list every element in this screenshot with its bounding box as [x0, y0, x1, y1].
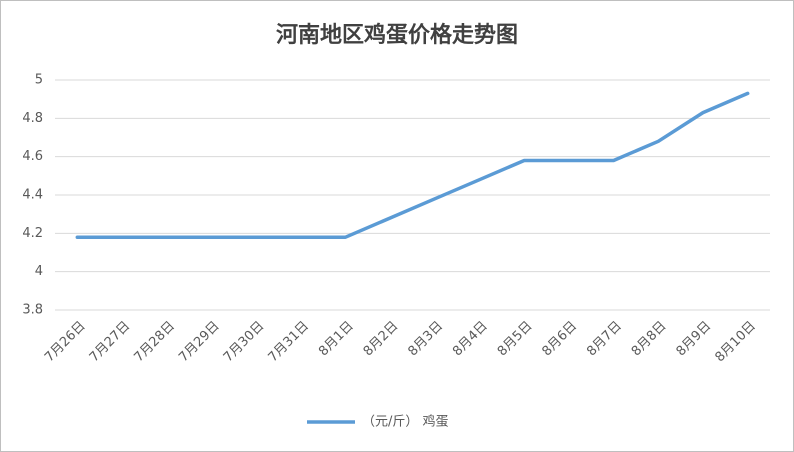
- data-line: [75, 91, 750, 239]
- y-tick-label: 4.2: [22, 226, 43, 241]
- y-tick-label: 5: [35, 73, 43, 88]
- chart-title: 河南地区鸡蛋价格走势图: [276, 22, 518, 48]
- y-tick-label: 4.4: [22, 188, 43, 203]
- y-tick-label: 4.8: [22, 111, 43, 126]
- y-tick-label: 3.8: [22, 303, 43, 318]
- y-tick-label: 4: [35, 264, 43, 279]
- legend-label: （元/斤） 鸡蛋: [362, 414, 449, 430]
- y-tick-label: 4.6: [22, 149, 43, 164]
